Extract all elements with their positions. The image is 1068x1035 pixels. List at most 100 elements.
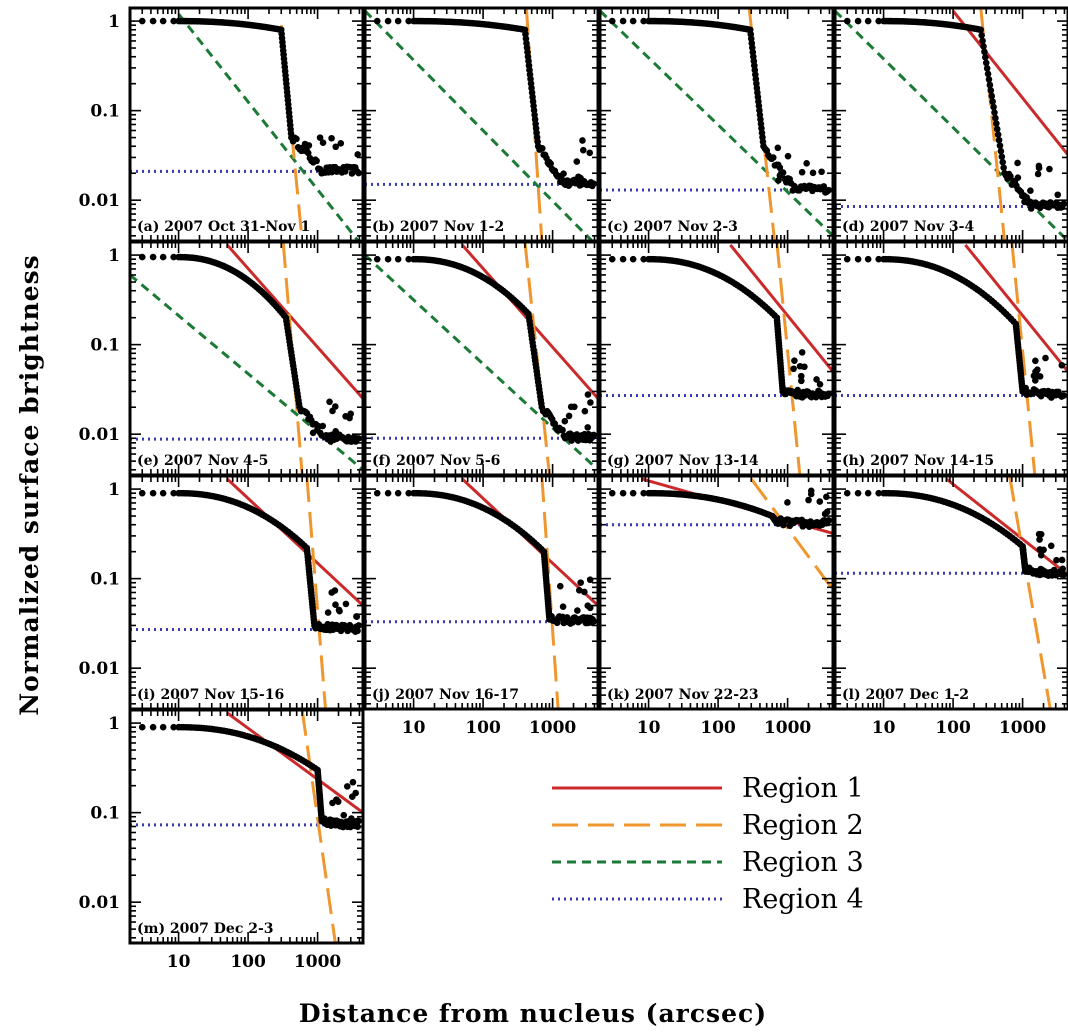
region-2-line bbox=[300, 710, 337, 943]
data-point bbox=[331, 587, 339, 594]
y-tick-label: 0.1 bbox=[90, 336, 120, 356]
data-point bbox=[984, 70, 992, 78]
panel-d: (d) 2007 Nov 3-4 bbox=[833, 6, 1068, 243]
data-point bbox=[992, 114, 999, 122]
data-points bbox=[138, 17, 362, 177]
panel-label: (h) 2007 Nov 14-15 bbox=[842, 453, 994, 469]
data-point bbox=[405, 17, 412, 25]
data-point bbox=[999, 158, 1007, 166]
data-point bbox=[977, 26, 985, 34]
data-point bbox=[309, 429, 317, 437]
data-point bbox=[825, 186, 832, 194]
data-point bbox=[608, 489, 616, 497]
region-3-line bbox=[365, 253, 598, 471]
data-point bbox=[556, 582, 564, 590]
data-point bbox=[590, 618, 597, 625]
y-tick-label: 0.1 bbox=[90, 102, 120, 122]
ticks bbox=[834, 476, 1068, 709]
data-points bbox=[373, 255, 597, 444]
data-point bbox=[159, 489, 167, 497]
data-point bbox=[328, 168, 336, 176]
data-point bbox=[995, 136, 1003, 144]
data-point bbox=[332, 143, 340, 151]
data-point bbox=[334, 798, 342, 805]
data-point bbox=[997, 147, 1005, 155]
data-point bbox=[373, 489, 381, 497]
data-points bbox=[373, 489, 597, 627]
data-point bbox=[1027, 187, 1034, 195]
ticks bbox=[364, 8, 598, 241]
panel-label: (m) 2007 Dec 2-3 bbox=[137, 921, 274, 937]
panel-i-plot bbox=[130, 476, 363, 709]
data-point bbox=[405, 489, 412, 497]
panel-a: (a) 2007 Oct 31-Nov 1 1 0.1 0.01 bbox=[79, 6, 365, 243]
x-tick-label: 1000 bbox=[294, 952, 341, 972]
data-point bbox=[994, 131, 1002, 138]
data-point bbox=[324, 609, 332, 616]
data-point bbox=[854, 17, 862, 25]
data-point bbox=[384, 17, 392, 25]
ticks bbox=[364, 476, 598, 709]
data-point bbox=[565, 412, 573, 420]
y-tick-label: 1 bbox=[108, 246, 120, 266]
data-point bbox=[319, 139, 327, 147]
data-point bbox=[138, 489, 146, 497]
data-point bbox=[1053, 556, 1060, 564]
data-points bbox=[138, 253, 362, 445]
data-point bbox=[784, 152, 792, 160]
data-point bbox=[823, 508, 831, 516]
data-points bbox=[608, 17, 832, 196]
data-point bbox=[1007, 173, 1014, 180]
data-point bbox=[539, 145, 546, 152]
data-point bbox=[301, 140, 309, 148]
data-point bbox=[798, 377, 805, 385]
data-points bbox=[138, 723, 362, 831]
ticks bbox=[599, 476, 833, 709]
data-point bbox=[629, 17, 637, 25]
panel-label: (g) 2007 Nov 13-14 bbox=[607, 453, 759, 469]
panel-f: (f) 2007 Nov 5-6 bbox=[363, 240, 600, 477]
data-point bbox=[786, 175, 793, 183]
data-point bbox=[1034, 170, 1042, 178]
x-tick-label: 1000 bbox=[764, 718, 811, 738]
data-point bbox=[797, 372, 805, 380]
data-point bbox=[823, 493, 830, 501]
data-point bbox=[1047, 542, 1055, 550]
data-point bbox=[584, 424, 592, 431]
data-point bbox=[993, 120, 1000, 127]
y-tick-label: 0.01 bbox=[79, 893, 120, 913]
data-point bbox=[574, 607, 581, 614]
data-point bbox=[342, 600, 350, 608]
panel-j-plot bbox=[365, 476, 598, 709]
legend-label-r4: Region 4 bbox=[742, 884, 864, 915]
data-point bbox=[336, 607, 343, 615]
data-point bbox=[769, 154, 777, 161]
data-point bbox=[776, 164, 784, 171]
data-point bbox=[584, 391, 592, 398]
data-point bbox=[981, 48, 988, 56]
region-1-line bbox=[226, 477, 363, 607]
region-2-line bbox=[305, 476, 328, 709]
panel-d-plot bbox=[835, 8, 1068, 241]
x-tick-label: 10 bbox=[872, 718, 896, 738]
data-point bbox=[329, 799, 336, 807]
data-point bbox=[774, 144, 782, 152]
legend: Region 1 Region 2 Region 3 Region 4 bbox=[552, 773, 864, 915]
data-point bbox=[1058, 556, 1066, 564]
legend-label-r1: Region 1 bbox=[742, 773, 864, 804]
panel-label: (l) 2007 Dec 1-2 bbox=[842, 687, 969, 703]
data-point bbox=[138, 17, 146, 25]
data-point bbox=[987, 87, 995, 94]
panel-h-plot bbox=[835, 242, 1068, 475]
y-tick-label: 1 bbox=[108, 12, 120, 32]
data-point bbox=[990, 103, 997, 111]
data-point bbox=[170, 489, 177, 497]
region-1-line bbox=[945, 477, 1068, 577]
data-points bbox=[608, 487, 832, 530]
x-tick-label: 1000 bbox=[529, 718, 576, 738]
panel-i: (i) 2007 Nov 15-16 1 0.1 0.01 bbox=[79, 474, 365, 711]
region-3-line bbox=[177, 13, 361, 241]
data-point bbox=[138, 723, 146, 731]
panel-label: (i) 2007 Nov 15-16 bbox=[137, 687, 284, 703]
region-1-line bbox=[729, 243, 833, 373]
